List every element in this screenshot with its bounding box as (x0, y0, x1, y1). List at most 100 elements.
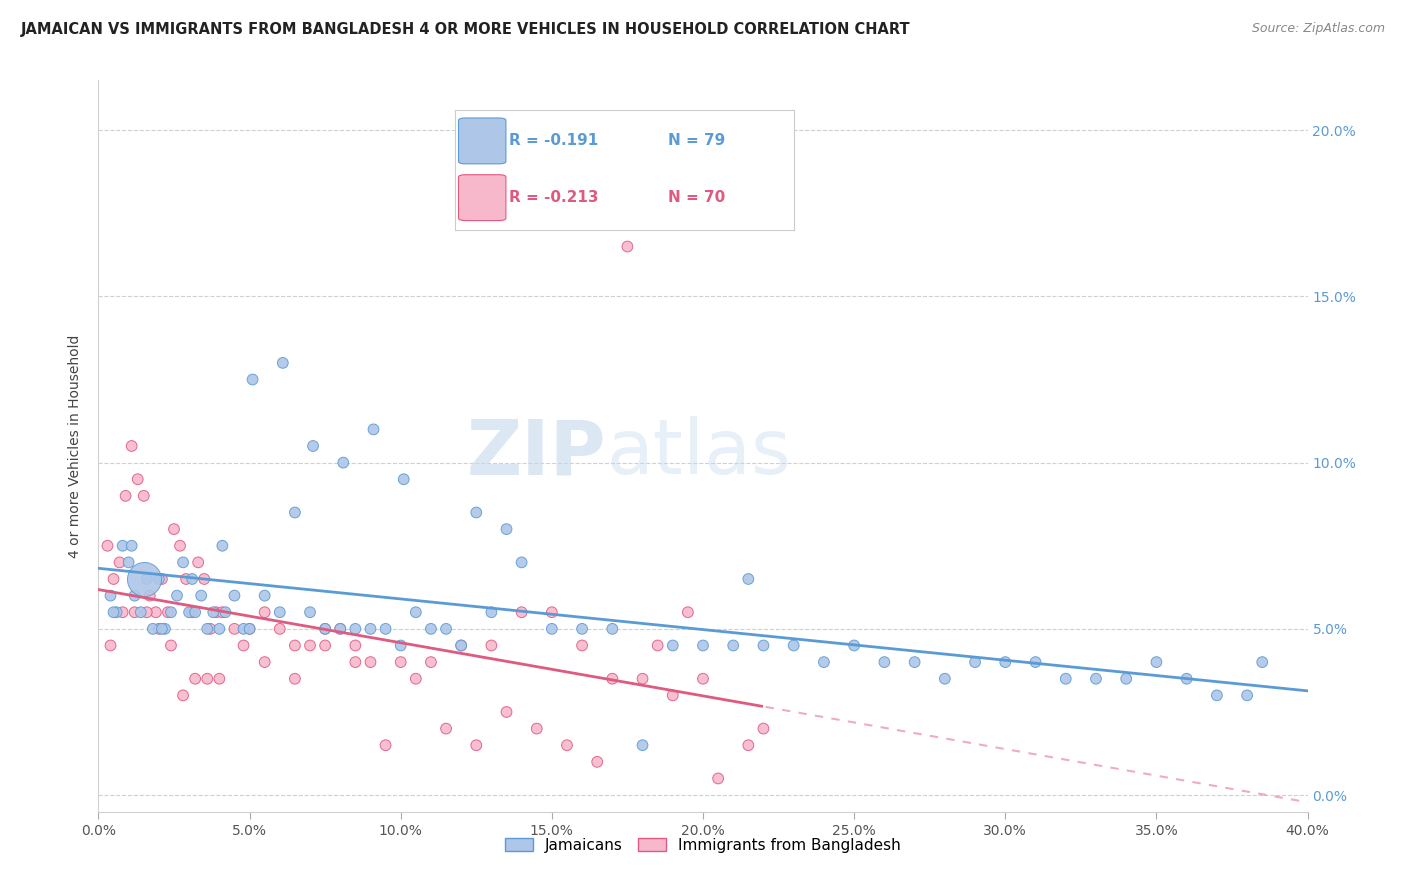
Point (184, 605, 207, 619)
Point (284, 639, 307, 653)
Point (105, 605, 128, 619)
Point (434, 622, 457, 636)
Point (181, 605, 204, 619)
Point (495, 705, 517, 719)
Point (661, 639, 683, 653)
Point (1085, 672, 1108, 686)
Point (405, 605, 427, 619)
Point (284, 506, 307, 520)
Point (510, 555, 533, 569)
Point (495, 522, 517, 536)
Point (752, 722, 775, 736)
Point (253, 655, 276, 669)
Point (232, 622, 254, 636)
Point (965, 655, 987, 669)
Point (631, 738, 654, 752)
Point (239, 622, 262, 636)
Point (586, 755, 609, 769)
Point (160, 639, 183, 653)
Point (193, 572, 215, 586)
Point (127, 472, 149, 486)
Point (150, 572, 173, 586)
Point (314, 639, 336, 653)
Point (103, 572, 125, 586)
Point (253, 605, 276, 619)
Point (195, 622, 218, 636)
Y-axis label: 4 or more Vehicles in Household: 4 or more Vehicles in Household (69, 334, 83, 558)
Point (160, 605, 183, 619)
Point (555, 738, 578, 752)
Point (299, 639, 322, 653)
Point (363, 422, 385, 436)
Point (299, 605, 322, 619)
Point (1251, 655, 1274, 669)
Point (314, 622, 336, 636)
Point (169, 539, 191, 553)
Point (752, 639, 775, 653)
Point (420, 655, 443, 669)
Point (148, 572, 170, 586)
Point (389, 655, 412, 669)
Point (783, 639, 806, 653)
Point (224, 622, 246, 636)
Point (1175, 672, 1198, 686)
Point (392, 472, 415, 486)
Point (114, 489, 136, 503)
Point (253, 589, 276, 603)
Point (332, 456, 354, 470)
Point (108, 555, 131, 569)
Point (661, 689, 683, 703)
Point (465, 506, 488, 520)
Point (121, 439, 143, 453)
Point (707, 772, 730, 786)
Point (166, 589, 188, 603)
Point (208, 672, 231, 686)
Point (934, 672, 956, 686)
Legend: Jamaicans, Immigrants from Bangladesh: Jamaicans, Immigrants from Bangladesh (499, 831, 907, 859)
Point (676, 605, 699, 619)
Point (1115, 672, 1137, 686)
Text: atlas: atlas (606, 417, 792, 491)
Point (616, 239, 638, 253)
Point (96, 539, 118, 553)
Point (208, 622, 231, 636)
Point (344, 622, 367, 636)
Point (150, 622, 173, 636)
Point (540, 605, 562, 619)
Point (723, 639, 745, 653)
Point (148, 622, 170, 636)
Point (813, 655, 835, 669)
Point (211, 605, 233, 619)
Point (360, 622, 382, 636)
Point (1054, 672, 1077, 686)
Point (481, 639, 503, 653)
Point (374, 738, 396, 752)
Point (200, 622, 222, 636)
Point (647, 639, 669, 653)
Point (314, 622, 336, 636)
Point (450, 639, 472, 653)
Point (602, 622, 624, 636)
Point (142, 622, 165, 636)
Point (1024, 655, 1046, 669)
Text: ZIP: ZIP (467, 417, 606, 491)
Point (420, 622, 443, 636)
Point (121, 539, 143, 553)
Point (602, 672, 624, 686)
Point (239, 622, 262, 636)
Point (302, 439, 325, 453)
Point (184, 672, 207, 686)
Text: JAMAICAN VS IMMIGRANTS FROM BANGLADESH 4 OR MORE VEHICLES IN HOUSEHOLD CORRELATI: JAMAICAN VS IMMIGRANTS FROM BANGLADESH 4… (21, 22, 911, 37)
Point (1236, 689, 1258, 703)
Point (190, 589, 212, 603)
Point (737, 572, 759, 586)
Point (526, 722, 548, 736)
Point (187, 555, 209, 569)
Point (153, 622, 176, 636)
Point (232, 639, 254, 653)
Point (465, 738, 488, 752)
Point (434, 722, 457, 736)
Point (994, 655, 1017, 669)
Point (360, 655, 382, 669)
Point (344, 655, 367, 669)
